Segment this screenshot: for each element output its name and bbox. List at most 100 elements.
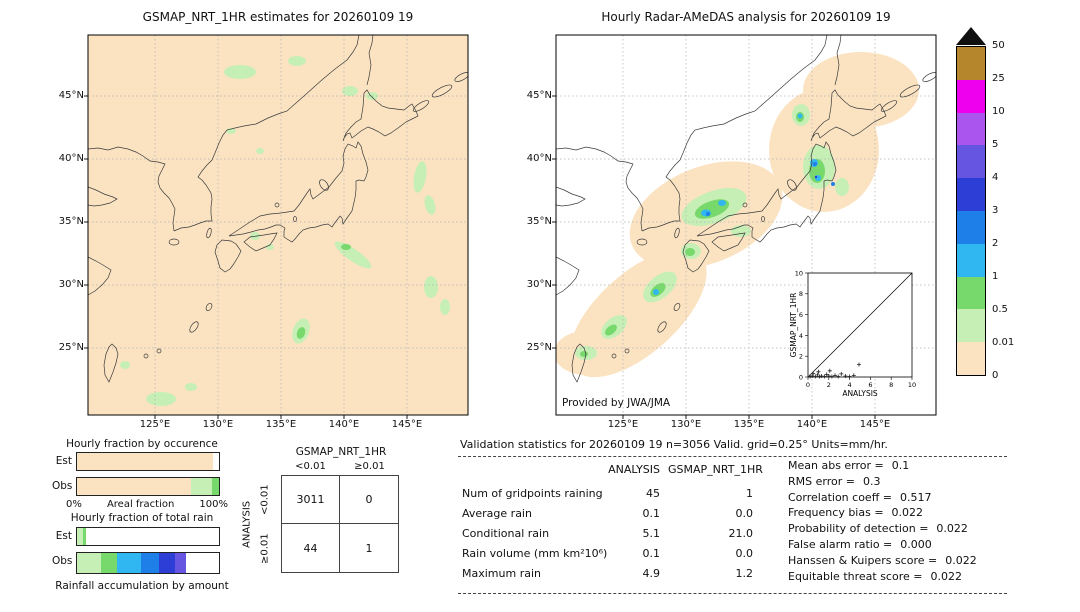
score-row: Probability of detection = 0.022 [788,522,1010,538]
colorbar-segment [957,342,985,375]
occurrence-obs-bar [76,477,220,496]
lat-tick-label: 40°N [58,153,84,164]
lat-tick-label: 30°N [526,279,552,290]
stats-table-row: Average rain 0.1 0.0 [462,504,762,524]
score-value: 0.3 [862,474,881,488]
total-rain-title: Hourly fraction of total rain [70,512,214,524]
lon-tick-label: 125°E [139,419,171,430]
areal-fraction-axis: 0% Areal fraction 100% [66,499,228,510]
colorbar-tick-label: 4 [992,172,999,183]
contingency-col-label: <0.01 [295,461,326,472]
stat-analysis-value: 0.1 [642,547,661,560]
svg-text:2: 2 [799,353,803,361]
colorbar-tick-label: 3 [992,205,999,216]
colorbar-overflow-triangle [956,27,986,45]
svg-text:10: 10 [795,269,803,277]
contingency-row-label: <0.01 [259,484,271,515]
colorbar-tick-label: 50 [992,40,1005,51]
score-value: 0.517 [900,490,932,504]
lon-tick-label: 140°E [796,419,828,430]
lon-tick-label: 130°E [202,419,234,430]
score-value: 0.022 [936,522,968,536]
stat-label: Conditional rain [462,527,550,540]
obs-label: Obs [52,555,73,567]
bar-segment [190,478,212,495]
map-frame [87,34,469,416]
score-label: Frequency bias = [788,506,884,520]
scatter-point-marker [826,374,831,378]
colorbar-segment [957,276,985,310]
colorbar-labels: 50 25 10 5 4 3 2 1 0.5 0.01 0 [992,40,1032,381]
lon-tick-label: 135°E [733,419,765,430]
axis-max-label: 100% [199,499,228,510]
svg-text:0: 0 [799,373,803,381]
dashed-divider [458,456,1007,457]
colorbar-tick-label: 0.5 [992,304,1008,315]
stats-table-row: Num of gridpoints raining 45 1 [462,484,762,504]
bar-segment [82,528,86,545]
lat-tick-label: 25°N [58,342,84,353]
contingency-cell: 1 [365,541,373,555]
scatter-point-marker [843,374,848,378]
lat-tick-label: 40°N [526,153,552,164]
right-map-title: Hourly Radar-AMeDAS analysis for 2026010… [601,10,891,24]
lat-tick-label: 35°N [58,216,84,227]
stat-analysis-value: 4.9 [642,567,661,580]
scatter-point-marker [851,373,856,378]
stats-col-header-gsmap: GSMAP_NRT_1HR [668,463,763,476]
scatter-point-marker [813,374,818,379]
scatter-point-marker [810,374,815,378]
colorbar-segment [957,112,985,146]
lat-tick-label: 45°N [58,90,84,101]
est-label: Est [55,530,72,542]
axis-title: Areal fraction [106,499,175,510]
contingency-cell: 0 [340,476,398,524]
score-row: Mean abs error = 0.1 [788,459,1010,475]
inset-scatter-points [808,362,861,379]
stats-table-row: Maximum rain 4.9 1.2 [462,564,762,584]
stat-label: Average rain [462,507,532,520]
scatter-point-marker [839,371,844,376]
svg-text:2: 2 [827,381,831,389]
colorbar-tick-label: 25 [992,73,1005,84]
scatter-point-marker [836,374,841,379]
colorbar-segment [957,145,985,179]
bar-segment [101,553,117,573]
scatter-point-marker [827,368,832,373]
lon-tick-label: 140°E [328,419,360,430]
lon-tick-label: 130°E [670,419,702,430]
score-label: Correlation coeff = [788,490,892,504]
bar-segment [85,528,219,545]
bar-segment [186,553,219,573]
colorbar-segment [957,178,985,211]
scatter-point-marker [808,374,813,379]
colorbar-tick-label: 5 [992,139,999,150]
lon-tick-label: 145°E [859,419,891,430]
score-value: 0.000 [900,537,932,551]
stats-col-header-analysis: ANALYSIS [608,463,660,476]
contingency-row-label: ≥0.01 [259,533,271,564]
scores-list: Mean abs error = 0.1 RMS error = 0.3 Correla… [788,459,1010,585]
precip-patches [88,35,468,415]
lat-tick-label: 30°N [58,279,84,290]
occurrence-title: Hourly fraction by occurence [66,438,218,450]
score-label: Equitable threat score = [788,569,923,583]
colorbar-segment [957,79,985,113]
inset-tick-labels: 00 2 2 4 4 6 6 8 8 10 10 [795,269,916,389]
svg-text:8: 8 [799,290,803,298]
stat-gsmap-value: 0.0 [735,547,754,560]
lon-tick-label: 145°E [391,419,423,430]
scatter-point-marker [847,374,852,379]
svg-text:6: 6 [868,381,872,389]
score-value: 0.022 [891,506,924,520]
stat-gsmap-value: 1.2 [735,567,754,580]
stats-title: Validation statistics for 20260109 19 n=… [460,438,888,451]
bar-segment [77,478,191,495]
obs-label: Obs [52,480,73,492]
colorbar-segment [957,243,985,277]
bar-segment [116,553,141,573]
total-rain-est-bar [76,527,220,546]
score-value: 0.022 [930,569,962,583]
stat-gsmap-value: 21.0 [728,527,754,540]
